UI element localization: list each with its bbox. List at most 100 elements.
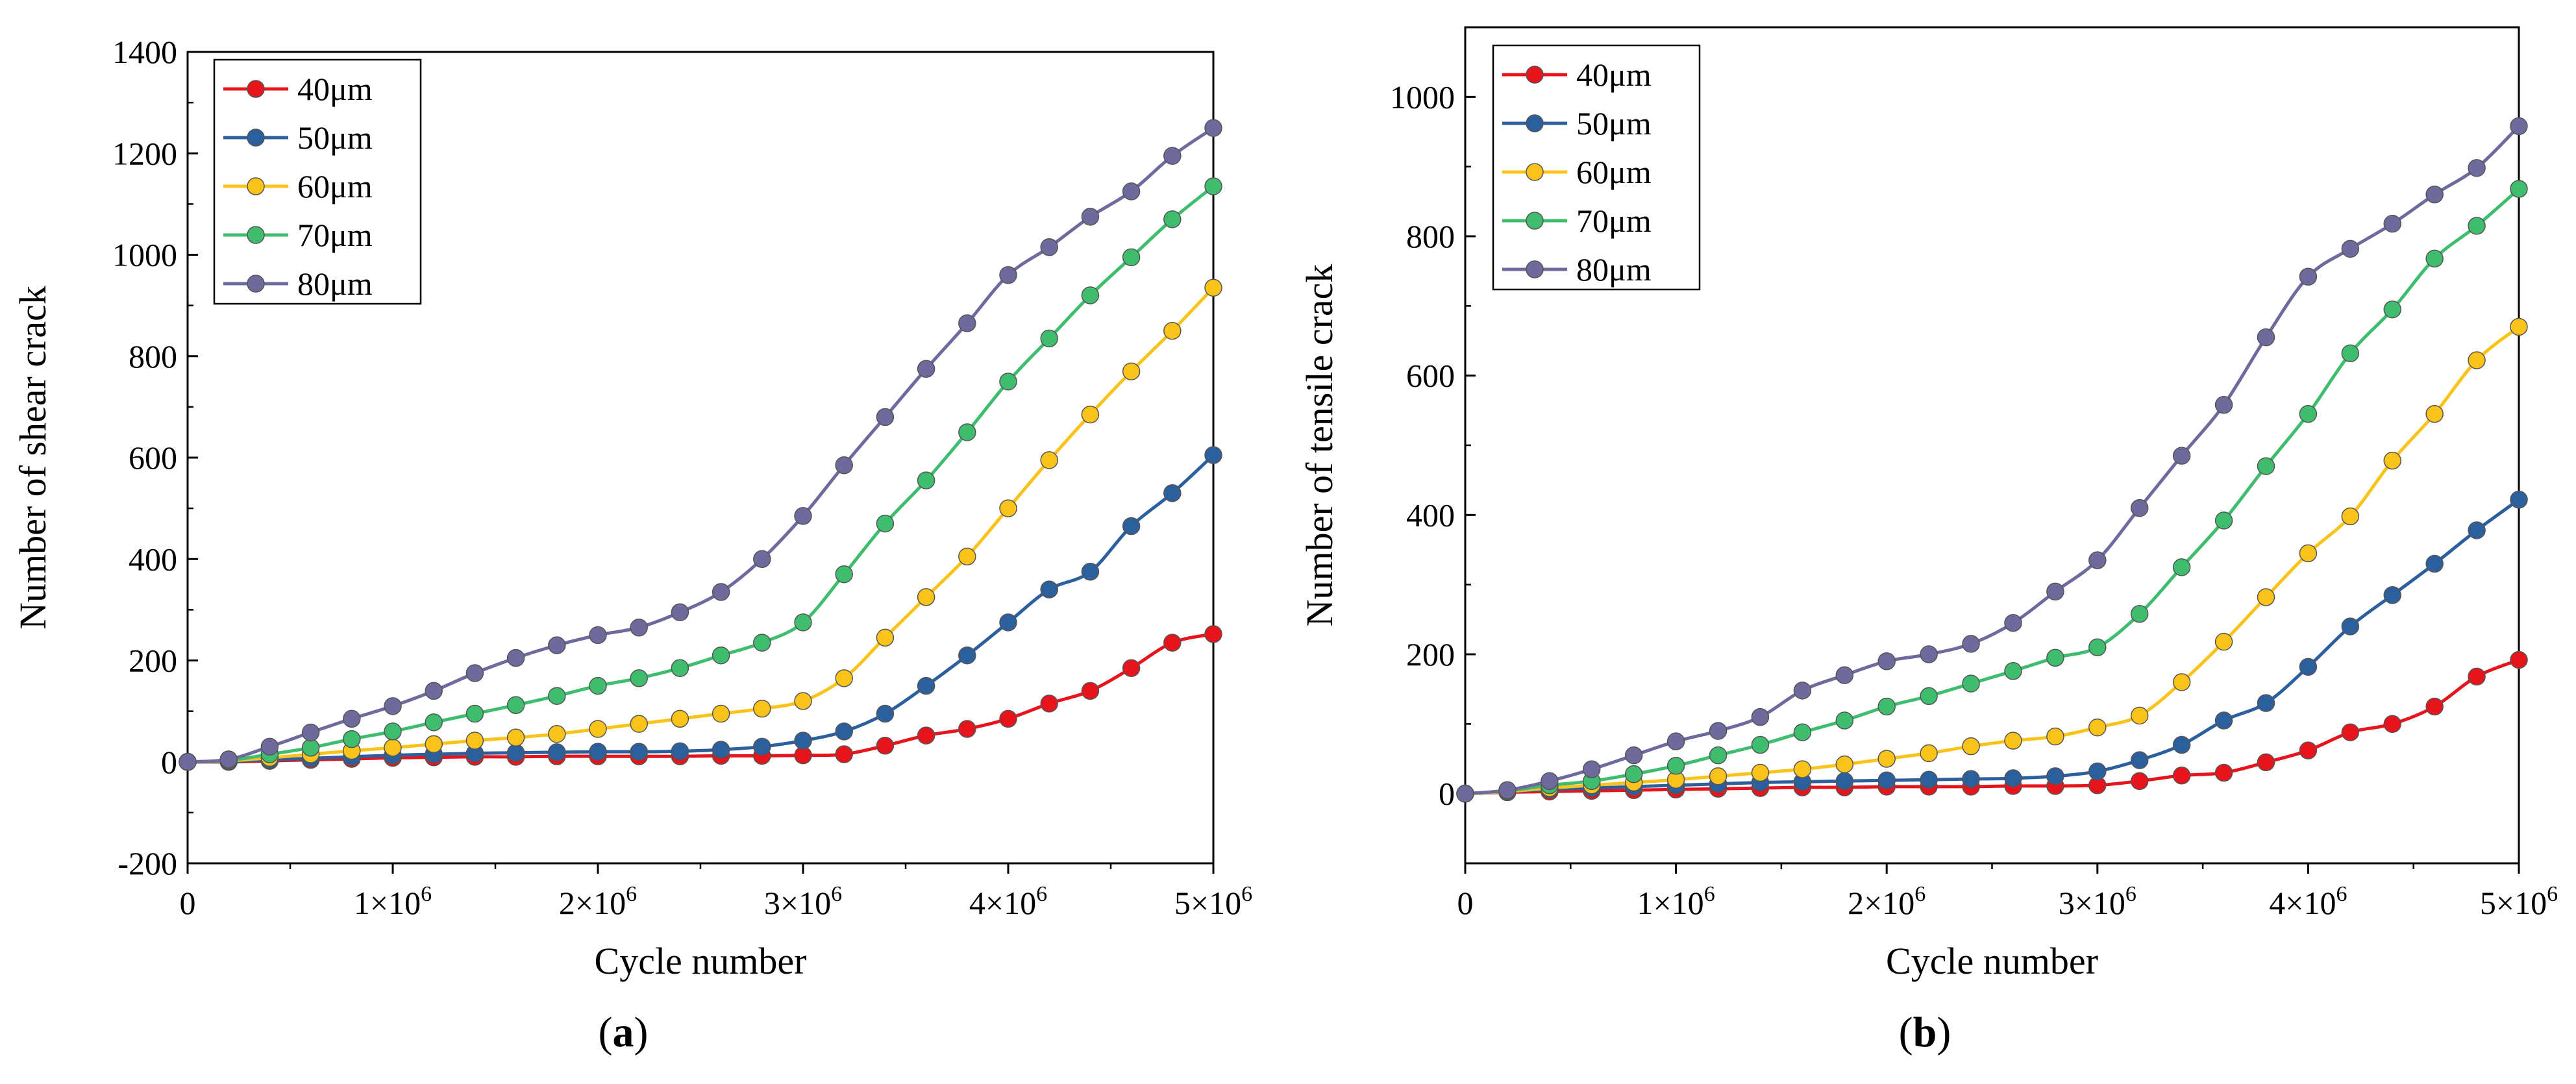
data-point bbox=[794, 692, 812, 710]
data-point bbox=[2046, 648, 2064, 667]
x-tick-base: 5×10 bbox=[1174, 885, 1241, 921]
x-axis-title: Cycle number bbox=[1886, 940, 2098, 982]
data-point bbox=[958, 314, 976, 332]
legend-label: 40μm bbox=[297, 71, 373, 107]
data-point bbox=[2468, 217, 2486, 235]
data-point bbox=[1962, 737, 1980, 756]
data-point bbox=[301, 723, 320, 742]
data-point bbox=[2088, 638, 2107, 657]
data-point bbox=[384, 722, 402, 741]
x-tick-exponent: 6 bbox=[1241, 882, 1252, 906]
data-point bbox=[465, 664, 484, 682]
y-tick-label: 1400 bbox=[112, 34, 177, 70]
data-point bbox=[2214, 763, 2233, 782]
y-tick-label: 1000 bbox=[1390, 79, 1455, 115]
data-point bbox=[548, 636, 566, 654]
x-tick-base: 2×10 bbox=[559, 885, 626, 921]
data-point bbox=[1920, 687, 1938, 706]
x-tick-label: 4×106 bbox=[969, 882, 1047, 921]
data-point bbox=[506, 743, 525, 762]
legend-label: 50μm bbox=[297, 119, 373, 156]
data-point bbox=[753, 737, 771, 756]
x-tick-base: 4×10 bbox=[969, 885, 1036, 921]
x-tick-label: 2×106 bbox=[559, 882, 637, 921]
series-line-1 bbox=[1465, 498, 2520, 796]
y-axis-title: Number of shear crack bbox=[12, 286, 54, 630]
data-point bbox=[548, 687, 566, 705]
data-point bbox=[2088, 718, 2107, 737]
data-point bbox=[2510, 117, 2528, 136]
data-point bbox=[2341, 240, 2360, 258]
data-point bbox=[1793, 760, 1812, 778]
data-point bbox=[999, 266, 1017, 284]
data-point bbox=[2468, 521, 2486, 539]
data-point bbox=[712, 646, 730, 665]
data-point bbox=[958, 423, 976, 441]
data-point bbox=[2383, 451, 2401, 470]
data-point bbox=[2383, 300, 2401, 319]
data-point bbox=[876, 514, 895, 533]
x-axis-title: Cycle number bbox=[595, 940, 807, 982]
x-tick-base: 3×10 bbox=[764, 885, 831, 921]
data-point bbox=[1666, 732, 1685, 750]
data-point bbox=[1624, 746, 1643, 765]
data-point bbox=[876, 628, 895, 647]
data-point bbox=[1163, 634, 1182, 652]
data-point bbox=[999, 373, 1017, 391]
y-tick-label: 600 bbox=[1406, 358, 1455, 394]
series-line-2 bbox=[187, 286, 1215, 764]
data-point bbox=[1920, 744, 1938, 763]
data-point bbox=[2257, 588, 2275, 606]
x-tick-exponent: 6 bbox=[421, 882, 432, 906]
data-point bbox=[1835, 711, 1854, 730]
data-point bbox=[999, 499, 1017, 517]
data-point bbox=[465, 732, 484, 750]
x-tick-exponent: 6 bbox=[1704, 882, 1715, 906]
data-point bbox=[1666, 756, 1685, 775]
legend-label: 80μm bbox=[1576, 251, 1652, 288]
data-point bbox=[1751, 763, 1770, 782]
data-point bbox=[2468, 351, 2486, 369]
data-point bbox=[1081, 405, 1100, 424]
data-point bbox=[1122, 182, 1141, 201]
data-point bbox=[2214, 632, 2233, 651]
data-point bbox=[712, 583, 730, 601]
data-point bbox=[1920, 770, 1938, 789]
data-point bbox=[917, 588, 935, 606]
data-point bbox=[589, 626, 607, 645]
data-point bbox=[1920, 645, 1938, 663]
x-tick-exponent: 6 bbox=[626, 882, 637, 906]
data-point bbox=[671, 709, 689, 728]
data-point bbox=[835, 565, 853, 584]
y-tick-label: 400 bbox=[1406, 497, 1455, 533]
data-point bbox=[1835, 755, 1854, 774]
data-point bbox=[2172, 673, 2191, 691]
data-point bbox=[2299, 267, 2318, 286]
legend-label: 60μm bbox=[297, 168, 373, 204]
data-point bbox=[1204, 278, 1222, 297]
data-point bbox=[2425, 697, 2444, 716]
data-point bbox=[1962, 635, 1980, 653]
data-point bbox=[753, 550, 771, 568]
data-point bbox=[425, 713, 443, 732]
data-point bbox=[2172, 767, 2191, 785]
data-point bbox=[1204, 177, 1222, 195]
data-point bbox=[1163, 321, 1182, 340]
data-point bbox=[2214, 511, 2233, 530]
data-point bbox=[1541, 772, 1559, 791]
data-point bbox=[958, 720, 976, 738]
y-tick-label: 800 bbox=[129, 338, 177, 375]
data-point bbox=[712, 704, 730, 723]
data-point bbox=[1962, 674, 1980, 693]
y-tick-label: 1000 bbox=[112, 237, 177, 273]
data-point bbox=[2257, 328, 2275, 347]
y-tick-label: 800 bbox=[1406, 218, 1455, 254]
data-point bbox=[1163, 147, 1182, 165]
data-point bbox=[753, 699, 771, 718]
data-point bbox=[1081, 682, 1100, 700]
data-point bbox=[958, 646, 976, 665]
data-point bbox=[1040, 580, 1058, 598]
data-point bbox=[794, 613, 812, 632]
data-point bbox=[384, 739, 402, 757]
